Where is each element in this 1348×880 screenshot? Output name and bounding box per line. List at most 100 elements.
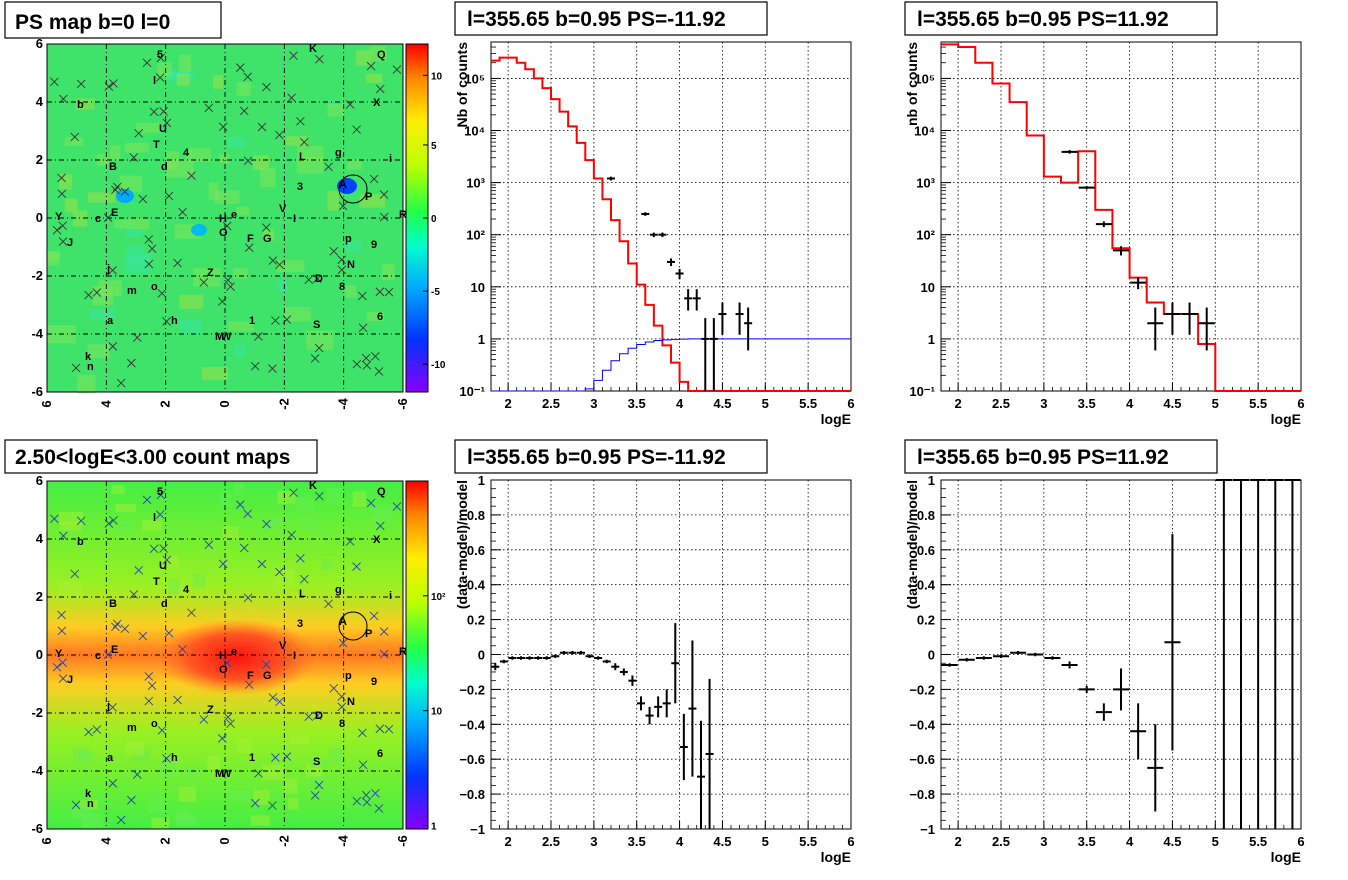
source-label: Q [377, 486, 386, 498]
map-noise [168, 579, 180, 595]
map-noise [352, 491, 366, 508]
source-marker [58, 674, 68, 683]
source-label: A [339, 179, 347, 191]
x-tick-label: 6 [847, 396, 854, 411]
source-marker [134, 129, 144, 138]
source-marker [57, 610, 66, 620]
colorbar-tick-label: -10 [431, 360, 446, 371]
map-noise [236, 738, 252, 753]
source-marker [244, 680, 254, 689]
source-marker [199, 715, 209, 724]
map-x-tick-label: -4 [336, 397, 351, 409]
source-marker [243, 509, 253, 519]
map-noise [157, 62, 172, 77]
source-marker [58, 531, 68, 541]
source-marker [52, 662, 62, 672]
source-label: m [127, 285, 137, 297]
source-marker [226, 282, 235, 291]
source-label: G [263, 233, 272, 245]
source-label: D [315, 273, 323, 285]
x-tick-label: 4 [1126, 834, 1134, 849]
y-tick-label: 10⁵ [914, 71, 935, 86]
map-noise [117, 520, 131, 534]
y-tick-label: 0.4 [917, 578, 936, 593]
y-tick-label: 0.6 [917, 543, 935, 558]
y-tick-label: 0.4 [467, 578, 486, 593]
source-label: 5 [157, 486, 163, 498]
source-label: n [87, 798, 94, 810]
res2-chart: l=355.65 b=0.95 PS=11.92 2 2.5 3 3.5 4 4.5 5 5.5… [904, 439, 1305, 865]
source-marker [157, 288, 167, 298]
source-marker [57, 173, 66, 183]
x-tick-label: 3 [590, 834, 597, 849]
y-tick-label: −1 [470, 822, 485, 837]
map-hotspot [337, 178, 357, 194]
y-tick-label: −0.8 [909, 787, 935, 802]
map-noise [71, 802, 91, 819]
source-marker [362, 798, 372, 807]
map-noise [193, 267, 221, 287]
source-label: U [159, 123, 167, 135]
y-tick-label: 10³ [916, 176, 935, 191]
x-tick-label: 5.5 [799, 396, 817, 411]
y-axis-label: (data-model)/model [904, 480, 920, 609]
source-label: Q [377, 49, 386, 61]
x-tick-label: 4.5 [713, 834, 731, 849]
source-marker [375, 287, 385, 297]
source-marker [144, 696, 154, 706]
source-label: G [263, 670, 272, 682]
map-noise [89, 308, 116, 321]
map-noise [64, 137, 84, 147]
source-marker [392, 65, 402, 74]
source-marker [104, 519, 114, 528]
map-x-tick-label: 6 [39, 837, 54, 844]
source-marker [362, 361, 372, 370]
source-marker [127, 358, 136, 368]
map-noise [327, 103, 344, 117]
map-noise [124, 253, 151, 274]
map-noise [297, 146, 324, 162]
map-x-tick-label: 4 [98, 400, 113, 408]
y-axis-label: Nb of counts [454, 42, 470, 128]
source-marker [155, 510, 165, 519]
map-x-tick-label: 0 [217, 837, 232, 844]
x-tick-label: 4 [1126, 396, 1134, 411]
res1-chart: l=355.65 b=0.95 PS=-11.92 2 2.5 3 3.5 4 4.5 5 5.… [454, 439, 855, 865]
source-label: O [219, 227, 228, 239]
source-marker [138, 194, 148, 204]
source-marker [138, 631, 148, 641]
map-y-tick-label: 6 [36, 473, 43, 488]
map-noise [262, 764, 284, 781]
map-x-tick-label: -4 [336, 834, 351, 846]
source-marker [271, 316, 280, 325]
map-y-tick-label: 4 [36, 94, 44, 109]
source-label: p [345, 233, 352, 245]
source-label: k [85, 788, 92, 800]
source-marker [142, 58, 152, 68]
source-marker [116, 815, 126, 825]
source-marker [162, 754, 171, 763]
source-marker [239, 106, 249, 116]
source-marker [103, 650, 113, 659]
source-marker [375, 521, 385, 531]
source-marker [268, 693, 278, 702]
colorbar [406, 44, 428, 392]
map-noise [228, 321, 254, 332]
source-marker [254, 332, 263, 341]
map-noise [141, 520, 163, 531]
map-noise [234, 482, 245, 495]
source-label: B [109, 161, 117, 173]
source-marker [345, 100, 355, 109]
chart-title: l=355.65 b=0.95 PS=-11.92 [467, 8, 726, 31]
source-label: U [159, 560, 167, 572]
source-marker [275, 567, 284, 577]
source-marker [379, 627, 389, 636]
source-marker [111, 185, 120, 195]
source-marker [103, 213, 113, 222]
source-marker [358, 728, 367, 738]
source-marker [70, 569, 80, 579]
map-noise [148, 795, 165, 814]
map-noise [114, 220, 131, 229]
y-tick-label: 0.8 [467, 508, 485, 523]
